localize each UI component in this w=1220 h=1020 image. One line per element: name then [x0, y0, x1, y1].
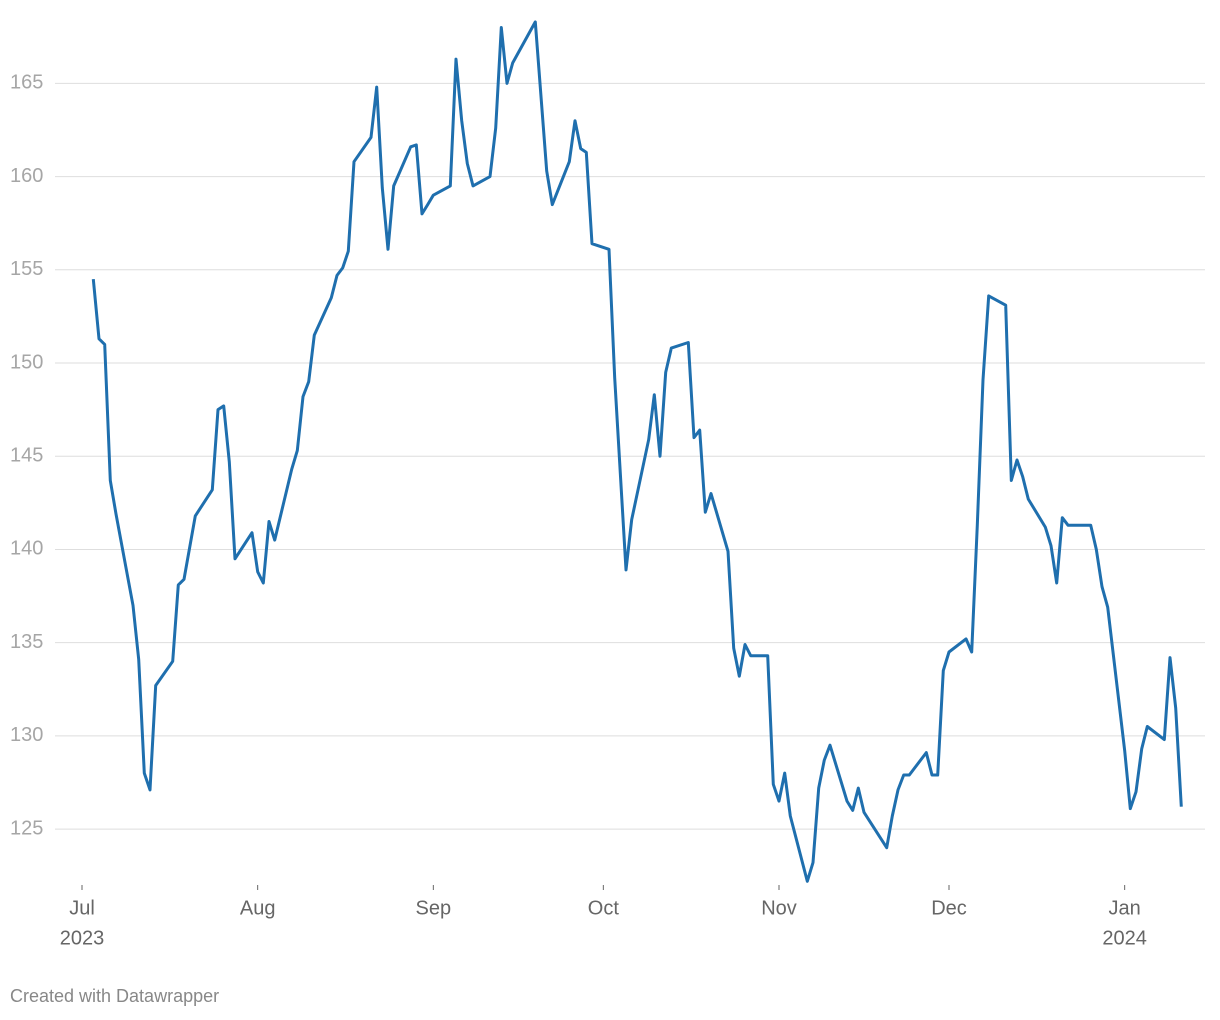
y-tick-label: 130: [10, 724, 43, 746]
x-tick-label: Jan: [1109, 897, 1141, 919]
credit: Created with Datawrapper: [10, 986, 219, 1006]
x-year-label: 2023: [60, 927, 105, 949]
y-tick-label: 125: [10, 817, 43, 839]
x-tick-label: Aug: [240, 897, 276, 919]
y-tick-label: 160: [10, 165, 43, 187]
y-tick-label: 140: [10, 538, 43, 560]
x-tick-label: Oct: [588, 897, 620, 919]
x-tick-label: Dec: [931, 897, 967, 919]
y-tick-label: 135: [10, 631, 43, 653]
y-tick-label: 145: [10, 445, 43, 467]
y-tick-label: 150: [10, 351, 43, 373]
line: [91, 20, 1183, 883]
y-tick-label: 165: [10, 72, 43, 94]
x-tick-label: Sep: [416, 897, 452, 919]
y-tick-label: 155: [10, 258, 43, 280]
x-year-label: 2024: [1102, 927, 1147, 949]
x-tick-label: Jul: [69, 897, 95, 919]
x-tick-label: Nov: [761, 897, 797, 919]
